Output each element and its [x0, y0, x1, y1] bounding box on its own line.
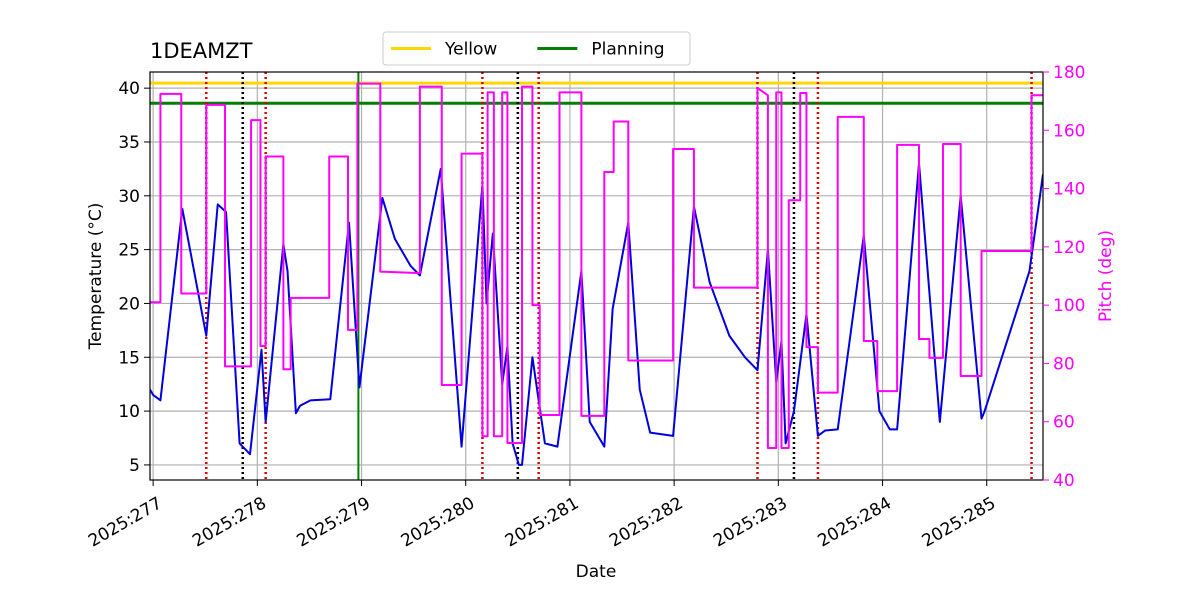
y2-tick-label: 160 — [1053, 121, 1085, 141]
y2-axis-label: Pitch (deg) — [1096, 230, 1116, 322]
data-line — [150, 82, 1043, 449]
plot-area — [150, 72, 1043, 480]
y2-tick-label: 60 — [1053, 413, 1075, 433]
y2-tick-label: 140 — [1053, 180, 1085, 200]
y2-tick-label: 180 — [1053, 63, 1085, 83]
grid — [150, 72, 1043, 480]
chart-title: 1DEAMZT — [150, 39, 253, 63]
y-tick-label: 15 — [118, 348, 140, 368]
y-tick-label: 5 — [129, 456, 140, 476]
y-tick-label: 20 — [118, 294, 140, 314]
y-axis-label: Temperature (°C) — [86, 203, 106, 351]
legend-label: Yellow — [444, 40, 497, 60]
y-tick-label: 35 — [118, 133, 140, 153]
legend: Yellow Planning — [382, 31, 691, 66]
y-tick-label: 10 — [118, 402, 140, 422]
legend-box — [382, 31, 691, 66]
y2-tick-label: 100 — [1053, 296, 1085, 316]
data-line — [150, 162, 1043, 466]
y-tick-label: 30 — [118, 187, 140, 207]
x-axis-label: Date — [576, 562, 617, 582]
legend-label: Planning — [591, 40, 664, 60]
y2-tick-label: 80 — [1053, 354, 1075, 374]
axes-frame — [149, 71, 1044, 481]
y-tick-label: 25 — [118, 241, 140, 261]
y2-tick-label: 40 — [1053, 471, 1075, 491]
y2-tick-label: 120 — [1053, 238, 1085, 258]
y-tick-label: 40 — [118, 79, 140, 99]
